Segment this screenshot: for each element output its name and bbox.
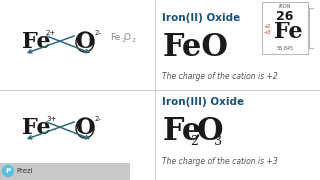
Text: P: P: [5, 168, 11, 174]
Text: O: O: [197, 116, 223, 147]
Text: IRON: IRON: [279, 4, 291, 10]
Text: Fe: Fe: [110, 33, 120, 42]
Text: 2+: 2+: [46, 30, 56, 36]
Text: O: O: [75, 117, 95, 139]
Text: 2-: 2-: [95, 116, 102, 122]
Text: 2: 2: [121, 37, 125, 42]
Text: Fe: Fe: [274, 21, 302, 43]
Text: +3: +3: [263, 30, 271, 35]
Text: Prezi: Prezi: [16, 168, 33, 174]
Text: Iron(III) Oxide: Iron(III) Oxide: [162, 97, 244, 107]
Circle shape: [3, 165, 13, 177]
Text: Iron(II) Oxide: Iron(II) Oxide: [162, 13, 240, 23]
Text: 2: 2: [190, 135, 198, 148]
Text: 3: 3: [214, 135, 222, 148]
Text: 2-: 2-: [95, 30, 102, 36]
Text: O: O: [124, 33, 131, 42]
Text: FeO: FeO: [163, 32, 229, 63]
Bar: [0, 163, 130, 180]
Text: The charge of the cation is +3: The charge of the cation is +3: [162, 157, 278, 166]
Text: The charge of the cation is +2: The charge of the cation is +2: [162, 72, 278, 81]
Text: Fe: Fe: [22, 31, 51, 53]
Text: 26: 26: [276, 10, 294, 22]
Text: 55.845: 55.845: [276, 46, 293, 51]
Text: Fe: Fe: [163, 116, 202, 147]
Text: Fe: Fe: [22, 117, 51, 139]
Text: O: O: [75, 31, 95, 53]
Text: 2: 2: [131, 37, 135, 42]
Text: 3+: 3+: [46, 116, 56, 122]
Text: +2: +2: [263, 24, 271, 28]
FancyBboxPatch shape: [262, 2, 308, 54]
